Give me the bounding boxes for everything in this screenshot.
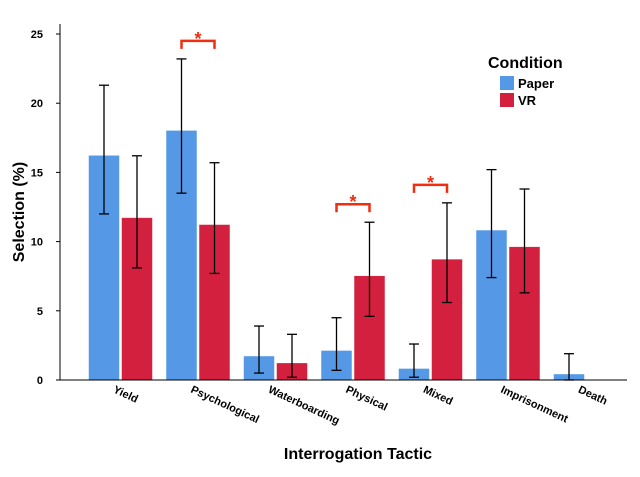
x-tick-label-physical: Physical bbox=[344, 384, 390, 414]
legend-swatch-paper bbox=[500, 76, 514, 90]
legend-swatch-vr bbox=[500, 93, 514, 107]
y-tick-label: 20 bbox=[31, 98, 43, 110]
significance-bracket-psychological bbox=[180, 39, 216, 49]
x-tick-label-yield: Yield bbox=[111, 384, 140, 406]
y-axis: 0 5 10 15 20 25 bbox=[31, 24, 61, 387]
x-tick-label-death: Death bbox=[576, 384, 609, 408]
y-tick-label: 10 bbox=[31, 237, 43, 249]
significance-bracket-physical bbox=[335, 202, 371, 213]
error-bars bbox=[99, 58, 574, 381]
legend-label-paper: Paper bbox=[518, 76, 554, 91]
x-tick-label-mixed: Mixed bbox=[421, 384, 454, 408]
significance-star-psychological: * bbox=[194, 29, 201, 49]
x-tick-label-psychological: Psychological bbox=[189, 384, 261, 426]
significance-star-physical: * bbox=[349, 192, 356, 212]
y-tick-label: 5 bbox=[37, 306, 43, 318]
significance-bracket-mixed bbox=[412, 183, 449, 193]
y-tick-label: 25 bbox=[31, 29, 43, 41]
x-tick-label-waterboarding: Waterboarding bbox=[266, 384, 341, 428]
y-tick-label: 15 bbox=[31, 167, 43, 179]
legend: Condition Paper VR bbox=[488, 55, 563, 108]
x-axis: Yield Psychological Waterboarding Physical M… bbox=[60, 379, 627, 428]
legend-title: Condition bbox=[488, 55, 563, 72]
legend-label-vr: VR bbox=[518, 93, 537, 108]
y-axis-title: Selection (%) bbox=[11, 162, 28, 262]
x-axis-title: Interrogation Tactic bbox=[284, 446, 432, 463]
significance-markers: * * * bbox=[180, 29, 449, 213]
y-tick-label: 0 bbox=[37, 375, 43, 387]
x-tick-label-imprisonment: Imprisonment bbox=[499, 384, 570, 426]
significance-star-mixed: * bbox=[427, 173, 434, 193]
